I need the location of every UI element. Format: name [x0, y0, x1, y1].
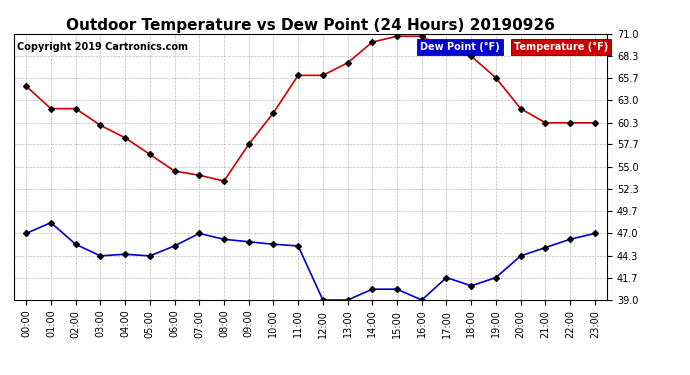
Text: Temperature (°F): Temperature (°F) [514, 42, 609, 52]
Text: Copyright 2019 Cartronics.com: Copyright 2019 Cartronics.com [17, 42, 188, 52]
Text: Dew Point (°F): Dew Point (°F) [420, 42, 500, 52]
Title: Outdoor Temperature vs Dew Point (24 Hours) 20190926: Outdoor Temperature vs Dew Point (24 Hou… [66, 18, 555, 33]
